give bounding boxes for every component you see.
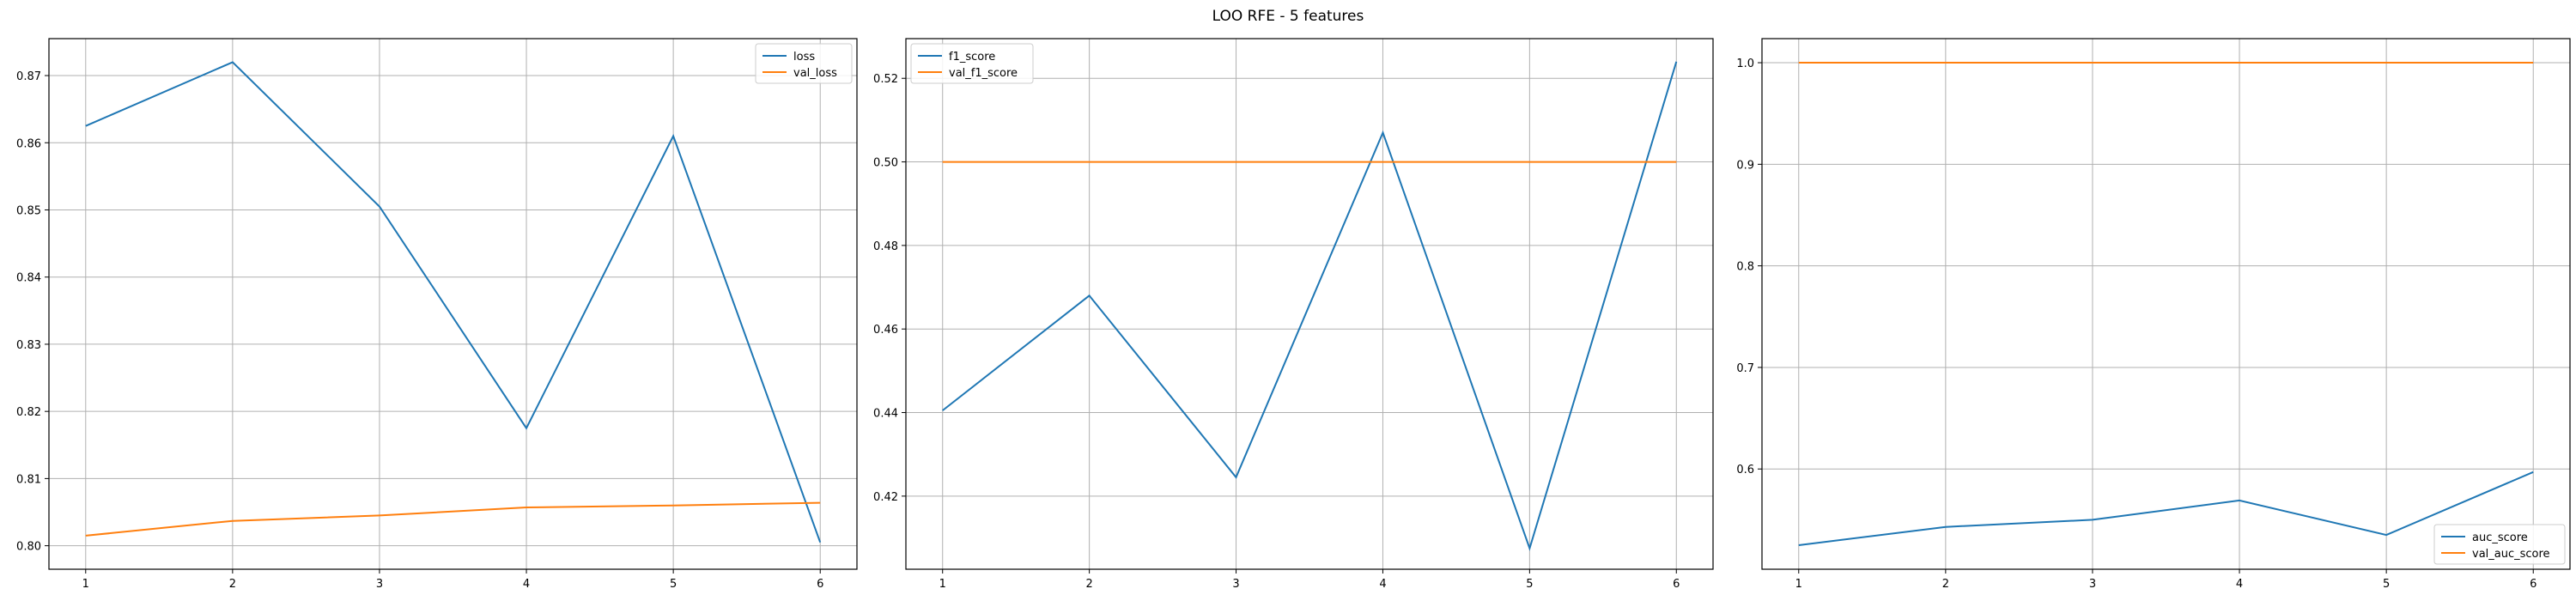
x-tick-label: 3 (1232, 578, 1239, 591)
legend-label: f1_score (949, 51, 995, 64)
legend-label: loss (793, 51, 815, 64)
x-tick-label: 1 (1795, 578, 1802, 591)
series-line-val_loss (85, 501, 821, 537)
series-line-auc_score (1798, 470, 2534, 546)
y-tick-label: 0.44 (873, 408, 898, 421)
y-tick-label: 1.0 (1736, 58, 1754, 70)
chart-title: LOO RFE - 5 features (1212, 8, 1364, 25)
y-tick-label: 0.87 (16, 70, 41, 83)
legend-label: val_f1_score (949, 67, 1018, 80)
x-tick-label: 6 (1673, 578, 1680, 591)
y-tick-label: 0.7 (1736, 362, 1754, 375)
axes-frame (1761, 38, 2571, 570)
legend-label: auc_score (2472, 531, 2528, 544)
axes-frame (905, 38, 1714, 570)
y-tick-label: 0.52 (873, 73, 898, 86)
x-tick-label: 4 (2236, 578, 2243, 591)
y-tick-label: 0.8 (1736, 261, 1754, 274)
x-tick-label: 4 (523, 578, 530, 591)
legend-label: val_auc_score (2472, 548, 2550, 561)
y-tick-label: 0.83 (16, 339, 41, 352)
legend-label: val_loss (793, 67, 837, 80)
x-tick-label: 6 (2530, 578, 2537, 591)
x-tick-label: 3 (2089, 578, 2096, 591)
legend-box (755, 43, 853, 84)
x-tick-label: 2 (1085, 578, 1092, 591)
x-tick-label: 1 (82, 578, 89, 591)
legend: loss val_loss (755, 43, 853, 84)
y-tick-label: 0.42 (873, 491, 898, 504)
legend-box (910, 43, 1034, 84)
subplot-2: 1 2 3 4 5 6 0.42 0.44 0.46 0.48 0.50 0.52 f1_scoreva… (873, 38, 1714, 591)
axes-frame (48, 38, 858, 570)
series-line-loss (85, 61, 822, 543)
x-tick-label: 4 (1379, 578, 1386, 591)
y-tick-label: 0.48 (873, 240, 898, 253)
y-tick-label: 0.84 (16, 272, 41, 285)
x-tick-label: 3 (376, 578, 383, 591)
series-line-f1_score (942, 61, 1678, 551)
x-tick-label: 2 (229, 578, 236, 591)
y-tick-label: 0.82 (16, 406, 41, 419)
x-tick-label: 2 (1942, 578, 1949, 591)
y-tick-label: 0.86 (16, 137, 41, 150)
y-tick-label: 0.9 (1736, 159, 1754, 172)
y-tick-label: 0.46 (873, 324, 898, 337)
x-tick-label: 5 (2383, 578, 2390, 591)
legend-box (2433, 524, 2566, 565)
x-tick-label: 5 (670, 578, 677, 591)
x-tick-label: 5 (1526, 578, 1533, 591)
y-tick-label: 0.50 (873, 157, 898, 170)
subplot-3: 1 2 3 4 5 6 0.6 0.7 0.8 0.9 1.0 auc_score val_auc_sc… (1736, 38, 2571, 591)
legend: f1_score val_f1_score (910, 43, 1034, 84)
y-tick-label: 0.85 (16, 204, 41, 217)
x-tick-label: 6 (817, 578, 823, 591)
subplot-1: 1 2 3 4 5 6 0.80 0.81 0.82 0.83 0.84 0.85 0.86 0.87 lo… (16, 38, 858, 591)
y-tick-label: 0.80 (16, 541, 41, 554)
y-tick-label: 0.81 (16, 473, 41, 486)
x-tick-label: 1 (939, 578, 946, 591)
y-tick-label: 0.6 (1736, 464, 1754, 477)
legend: auc_score val_auc_score (2433, 524, 2566, 565)
